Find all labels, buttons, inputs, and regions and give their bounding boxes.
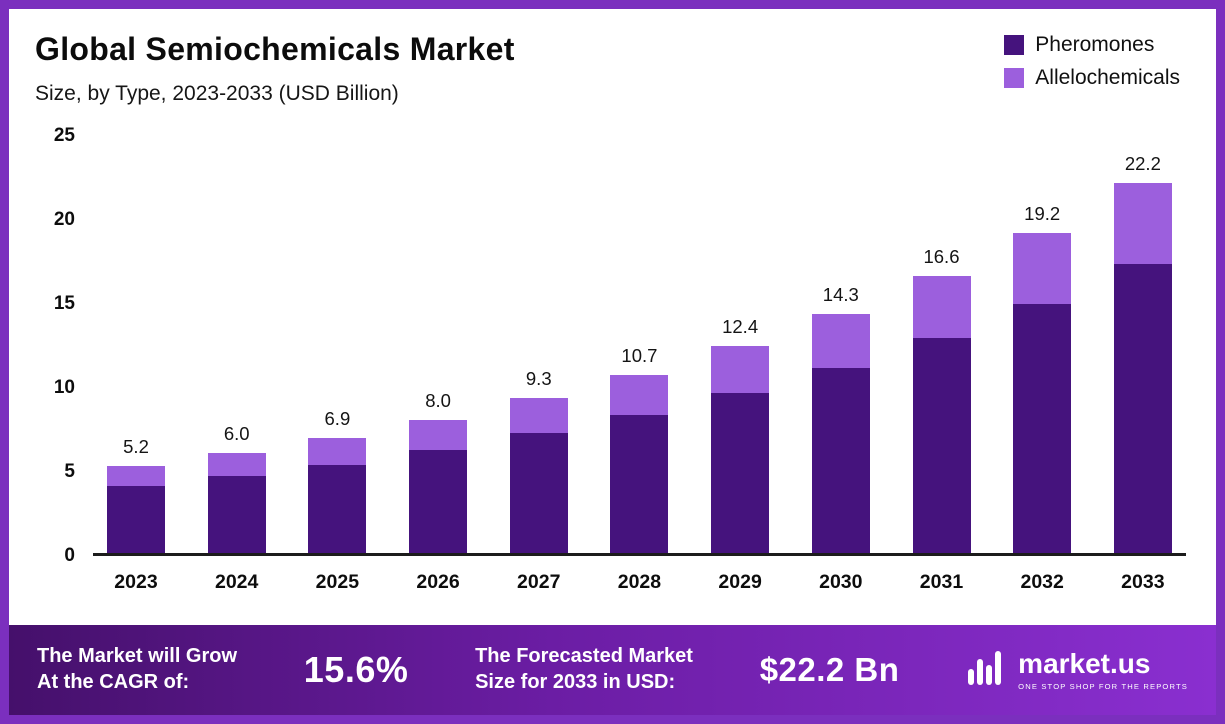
brand-logo: market.us ONE STOP SHOP FOR THE REPORTS [966,647,1188,694]
bar-total-label: 12.4 [722,316,759,338]
bars-area: 5.2 6.0 6.9 8.0 9.3 10.7 12.4 14.3 16.6 19.2 22.2 [93,136,1186,556]
x-axis-label: 2032 [1020,571,1064,593]
x-axis-labels: 2023 2024 2025 2026 2027 2028 2029 2030 2031 2032… [93,571,1186,594]
x-axis-label: 2027 [517,571,561,593]
bar-total-label: 19.2 [1024,202,1061,224]
bar-total-label: 5.2 [123,436,149,458]
x-axis-label: 2028 [617,571,662,593]
bar-segment-pheromones [811,367,870,553]
bar-total-label: 9.3 [525,367,552,389]
x-axis-label: 2033 [1121,571,1165,593]
bar-total-label: 16.6 [923,246,960,268]
y-axis: 0 5 10 15 20 25 [35,125,93,566]
title-block: Global Semiochemicals Market Size, by Ty… [35,23,515,106]
bar-segment-allelochemicals [912,276,971,338]
x-axis-label: 2026 [416,571,460,593]
page-title: Global Semiochemicals Market [35,31,515,67]
bar-2023: 5.2 [107,136,165,553]
bar-segment-pheromones [1013,304,1072,553]
bar-2026: 8.0 [409,136,468,553]
bar-total-label: 6.0 [223,422,250,444]
bar-2025: 6.9 [308,136,367,553]
legend-swatch [1004,68,1025,88]
brand-tagline: ONE STOP SHOP FOR THE REPORTS [1018,681,1188,691]
chart-legend: Pheromones Allelochemicals [1004,23,1186,90]
cagr-value: 15.6% [303,649,409,690]
bar-segment-allelochemicals [610,374,669,415]
chart-area: Global Semiochemicals Market Size, by Ty… [9,9,1216,625]
legend-item-pheromones: Pheromones [1004,33,1180,57]
bar-segment-allelochemicals [107,466,165,487]
bar-total-label: 14.3 [822,284,859,306]
legend-item-allelochemicals: Allelochemicals [1004,66,1180,90]
legend-swatch [1004,35,1025,55]
bar-segment-allelochemicals [409,419,468,450]
bar-segment-pheromones [912,337,971,553]
bar-2031: 16.6 [912,136,971,553]
bar-2032: 19.2 [1013,136,1072,553]
bar-segment-allelochemicals [711,346,770,393]
y-tick-label: 0 [64,545,75,566]
y-tick-label: 10 [53,377,75,398]
plot-region: 0 5 10 15 20 25 5.2 6.0 6.9 8.0 9.3 10.7 12.4 14.3 16… [35,125,1186,566]
y-tick-label: 20 [53,209,75,230]
brand-name: market.us [1018,647,1151,679]
x-axis-label: 2029 [718,571,762,593]
bar-segment-allelochemicals [1113,182,1172,265]
bar-segment-pheromones [610,414,669,553]
legend-label: Allelochemicals [1035,66,1180,89]
legend-label: Pheromones [1035,33,1155,56]
x-axis-label: 2025 [315,571,360,593]
bar-2027: 9.3 [509,136,568,553]
y-tick-label: 25 [53,125,75,146]
chart-subtitle: Size, by Type, 2023-2033 (USD Billion) [35,82,399,105]
forecast-value: $22.2 Bn [759,651,900,688]
bottom-banner: The Market will Grow At the CAGR of: 15.… [9,625,1216,715]
bar-segment-pheromones [308,464,367,553]
x-axis-label: 2030 [819,571,863,593]
chart-header: Global Semiochemicals Market Size, by Ty… [35,23,1186,106]
bar-total-label: 8.0 [425,389,451,411]
bar-segment-pheromones [711,392,770,553]
bar-2028: 10.7 [610,136,669,553]
bar-segment-allelochemicals [1013,232,1072,305]
marketus-logo-icon [966,647,1008,694]
forecast-label: The Forecasted Market Size for 2033 in U… [475,645,693,693]
bar-segment-allelochemicals [509,397,568,433]
bar-segment-pheromones [1113,264,1172,553]
bar-2033: 22.2 [1113,136,1172,553]
brand-text: market.us ONE STOP SHOP FOR THE REPORTS [1018,647,1188,691]
bar-2030: 14.3 [811,136,870,553]
bar-2029: 12.4 [711,136,770,553]
y-tick-label: 5 [64,461,75,482]
y-tick-label: 15 [53,293,75,314]
x-axis-label: 2031 [919,571,964,593]
bar-total-label: 22.2 [1124,152,1161,174]
bar-segment-allelochemicals [308,437,367,465]
bars-container: 5.2 6.0 6.9 8.0 9.3 10.7 12.4 14.3 16.6 19.2 22.2 [93,136,1186,553]
cagr-label: The Market will Grow At the CAGR of: [37,645,238,693]
bar-segment-pheromones [509,432,568,553]
bar-segment-pheromones [107,486,165,553]
bar-segment-pheromones [207,476,266,553]
x-axis-label: 2023 [114,571,158,593]
bar-segment-pheromones [409,449,468,553]
bar-segment-allelochemicals [811,314,870,368]
bar-segment-allelochemicals [207,452,266,477]
bar-total-label: 6.9 [324,407,351,429]
bar-2024: 6.0 [207,136,266,553]
bar-total-label: 10.7 [621,344,658,366]
x-axis-label: 2024 [214,571,259,593]
